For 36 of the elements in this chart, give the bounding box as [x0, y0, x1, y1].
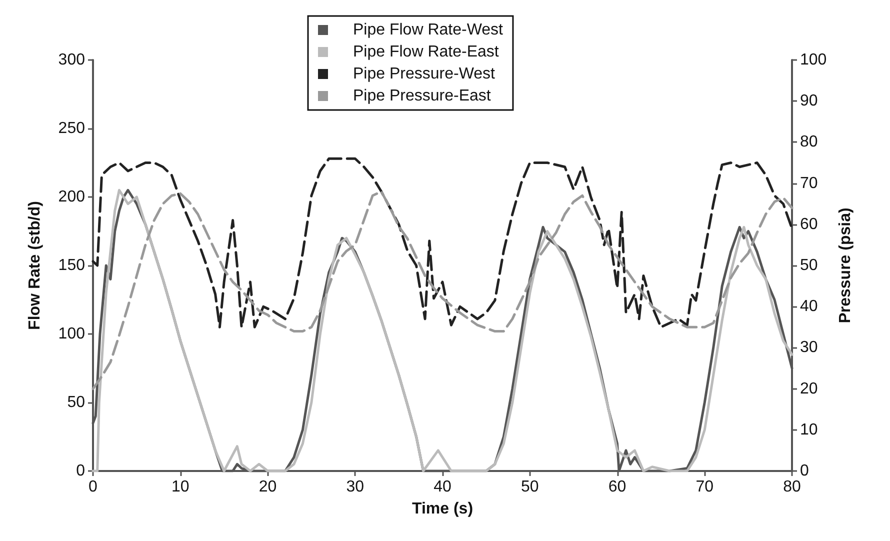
y2-tick-label: 10 [800, 421, 818, 438]
legend-label: Pipe Flow Rate-East [353, 44, 500, 60]
y-axis-title: Flow Rate (stb/d) [26, 201, 44, 330]
x-tick-label: 10 [171, 478, 190, 496]
x-axis-title: Time (s) [412, 500, 474, 518]
line-series [92, 157, 794, 328]
x-tick-label: 60 [608, 478, 626, 496]
y2-tick-label: 20 [800, 380, 818, 398]
y2-tick-label: 100 [800, 52, 827, 68]
y2-tick-label: 90 [800, 92, 818, 110]
y-tick-label: 100 [58, 326, 86, 342]
line-series [92, 190, 794, 390]
y2-tick-label: 80 [800, 134, 818, 151]
legend-label: Pipe Pressure-East [353, 88, 492, 104]
y-tick-label: 300 [58, 52, 86, 68]
x-tick-label: 0 [88, 478, 98, 496]
y2-tick-label: 30 [800, 339, 818, 356]
y2-axis-title: Pressure (psia) [837, 208, 854, 324]
y-tick-label: 250 [58, 120, 86, 137]
x-tick-label: 20 [258, 478, 277, 496]
legend-label: Pipe Pressure-West [353, 66, 496, 82]
x-tick-label: 50 [520, 478, 539, 496]
y-tick-label: 150 [58, 257, 86, 274]
x-tick-label: 80 [783, 478, 801, 496]
x-tick-label: 70 [696, 478, 714, 496]
y2-tick-label: 50 [800, 257, 818, 274]
x-tick-label: 30 [346, 478, 364, 496]
y-tick-label: 0 [76, 462, 86, 480]
y-tick-label: 200 [58, 188, 86, 206]
x-tick-label: 40 [434, 478, 452, 496]
y2-tick-label: 60 [800, 216, 818, 233]
legend-label: Pipe Flow Rate-West [353, 22, 504, 38]
y-tick-label: 50 [67, 394, 86, 411]
y2-tick-label: 70 [800, 174, 818, 192]
y2-tick-label: 0 [800, 462, 809, 480]
y2-tick-label: 40 [800, 298, 818, 316]
